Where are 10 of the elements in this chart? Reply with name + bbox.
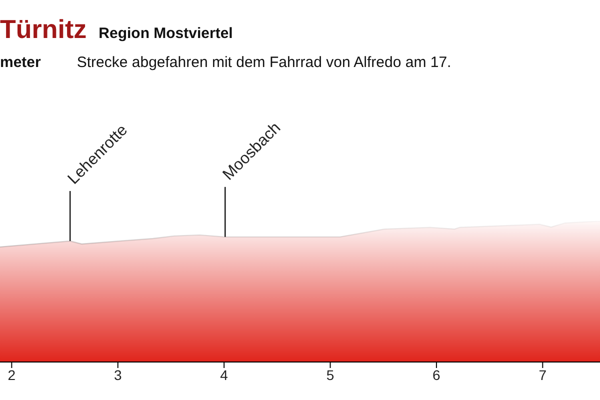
x-tick-label: 6 bbox=[432, 366, 441, 383]
x-tick-label: 4 bbox=[220, 366, 228, 383]
x-tick-label: 2 bbox=[8, 366, 16, 383]
text: Strecke abgefahren mit dem Fahrrad von Alfredo am 17. bbox=[76, 54, 452, 71]
chart-subtitle: Region Mostviertel bbox=[98, 25, 233, 42]
x-tick-label: 7 bbox=[538, 366, 547, 383]
x-tick-label: 5 bbox=[326, 366, 334, 383]
chart-title: Türnitz bbox=[0, 14, 87, 45]
x-tick-label: 3 bbox=[114, 366, 122, 383]
text: meter bbox=[0, 54, 41, 71]
